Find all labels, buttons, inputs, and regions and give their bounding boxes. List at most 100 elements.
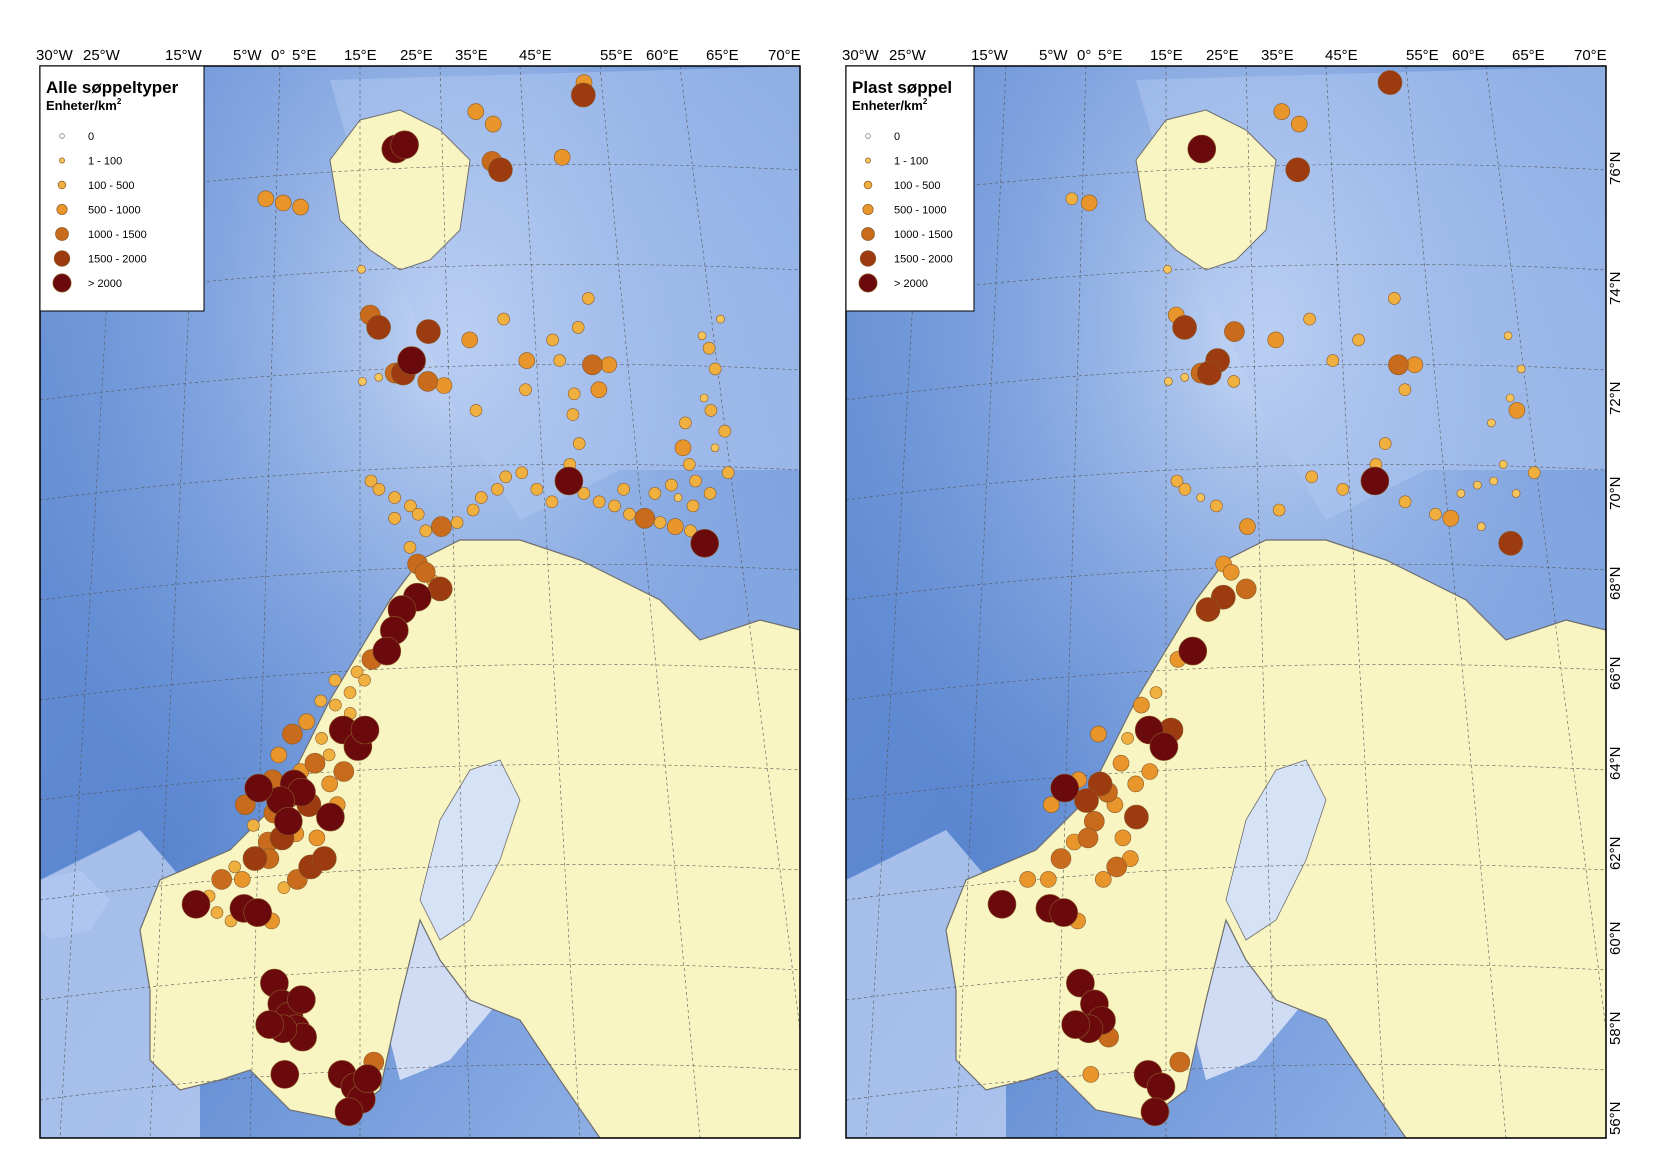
station-marker xyxy=(364,474,378,488)
station-marker xyxy=(1149,732,1179,761)
legend-label: 100 - 500 xyxy=(88,180,134,192)
station-marker xyxy=(1087,771,1113,797)
station-marker xyxy=(314,694,328,708)
station-marker xyxy=(350,715,380,745)
legend-label: 1000 - 1500 xyxy=(88,229,147,241)
legend-label: 1500 - 2000 xyxy=(88,254,147,266)
station-marker xyxy=(1196,493,1205,502)
station-marker xyxy=(554,466,584,496)
station-marker xyxy=(1377,70,1403,95)
station-marker xyxy=(273,806,303,836)
station-marker xyxy=(308,829,326,847)
station-marker xyxy=(1080,194,1098,212)
lat-label: 56°N xyxy=(1607,1101,1624,1135)
lat-label: 76°N xyxy=(1607,151,1624,185)
lon-label: 5°W xyxy=(233,47,262,64)
lon-label: 70°E xyxy=(768,47,801,64)
legend-title: Plast søppel xyxy=(852,78,952,97)
station-marker xyxy=(1273,103,1291,120)
lat-label: 60°N xyxy=(1607,921,1624,955)
station-marker xyxy=(1095,871,1112,888)
station-marker xyxy=(243,898,273,927)
station-marker xyxy=(1498,530,1523,556)
station-marker xyxy=(469,404,483,417)
station-marker xyxy=(553,149,571,166)
station-marker xyxy=(704,404,718,417)
station-marker xyxy=(270,1060,300,1089)
station-marker xyxy=(358,673,371,687)
legend-title: Alle søppeltyper xyxy=(46,78,179,97)
lat-label: 74°N xyxy=(1607,271,1624,305)
legend-swatch xyxy=(863,180,873,190)
lon-label: 30°W xyxy=(36,47,74,64)
station-marker xyxy=(1210,499,1223,513)
station-marker xyxy=(1141,763,1159,780)
legend-label: 1000 - 1500 xyxy=(894,229,953,241)
station-marker xyxy=(333,761,355,782)
lon-label: 5°W xyxy=(1039,47,1068,64)
station-marker xyxy=(1074,788,1099,813)
station-marker xyxy=(467,103,485,120)
station-marker xyxy=(1398,495,1412,509)
station-marker xyxy=(689,474,702,488)
station-marker xyxy=(1290,115,1308,133)
lon-label: 60°E xyxy=(646,47,679,64)
longitude-labels: 30°W 25°W 15°W 5°W 0° 5°E 15°E 25°E 35°E… xyxy=(842,47,1607,64)
station-marker xyxy=(372,636,402,666)
station-marker xyxy=(617,482,631,496)
station-marker xyxy=(1197,360,1222,386)
station-marker xyxy=(1050,773,1079,803)
lat-label: 70°N xyxy=(1607,476,1624,510)
station-marker xyxy=(679,416,692,430)
station-marker xyxy=(1114,829,1132,847)
station-marker xyxy=(1065,192,1079,206)
legend-label: 0 xyxy=(894,131,900,143)
station-marker xyxy=(211,869,232,890)
station-marker xyxy=(674,439,692,457)
station-marker xyxy=(234,871,251,888)
station-marker xyxy=(1505,393,1515,403)
station-marker xyxy=(210,906,224,919)
station-marker xyxy=(648,487,662,500)
lon-label: 45°E xyxy=(519,47,552,64)
iceland-edge xyxy=(40,870,110,940)
station-marker xyxy=(716,314,725,324)
lat-label: 58°N xyxy=(1607,1011,1624,1045)
station-marker xyxy=(1050,848,1072,869)
station-marker xyxy=(1019,871,1036,888)
map-panel-plastic-litter: 30°W 25°W 15°W 5°W 0° 5°E 15°E 25°E 35°E… xyxy=(842,47,1624,1139)
station-marker xyxy=(366,315,391,340)
station-marker xyxy=(1164,377,1173,386)
station-marker xyxy=(247,819,260,832)
station-marker xyxy=(708,362,722,376)
station-marker xyxy=(1285,157,1310,183)
station-marker xyxy=(411,507,425,521)
gulf-of-bothnia xyxy=(419,759,521,941)
station-marker xyxy=(235,794,256,816)
station-marker xyxy=(292,198,309,216)
station-marker xyxy=(417,371,439,392)
station-marker xyxy=(1163,264,1172,274)
latitude-labels: 76°N 74°N 72°N 70°N 68°N 66°N 64°N 62°N … xyxy=(1607,151,1624,1135)
lat-label: 62°N xyxy=(1607,836,1624,870)
station-marker xyxy=(1235,578,1257,600)
station-marker xyxy=(304,752,326,774)
lon-label: 70°E xyxy=(1574,47,1607,64)
station-marker xyxy=(1239,518,1256,535)
station-marker xyxy=(530,482,544,496)
station-marker xyxy=(488,157,513,183)
station-marker xyxy=(431,516,452,537)
station-marker xyxy=(608,499,621,513)
station-marker xyxy=(497,312,510,326)
station-marker xyxy=(1224,321,1245,342)
station-marker xyxy=(1406,356,1424,374)
station-marker xyxy=(567,387,581,401)
legend-swatch xyxy=(865,133,871,139)
station-marker xyxy=(634,507,656,529)
station-marker xyxy=(419,524,433,538)
station-marker xyxy=(1077,827,1099,849)
station-marker xyxy=(1473,480,1482,490)
lon-label: 30°W xyxy=(842,47,880,64)
station-marker xyxy=(329,698,342,712)
station-marker xyxy=(1043,796,1060,814)
